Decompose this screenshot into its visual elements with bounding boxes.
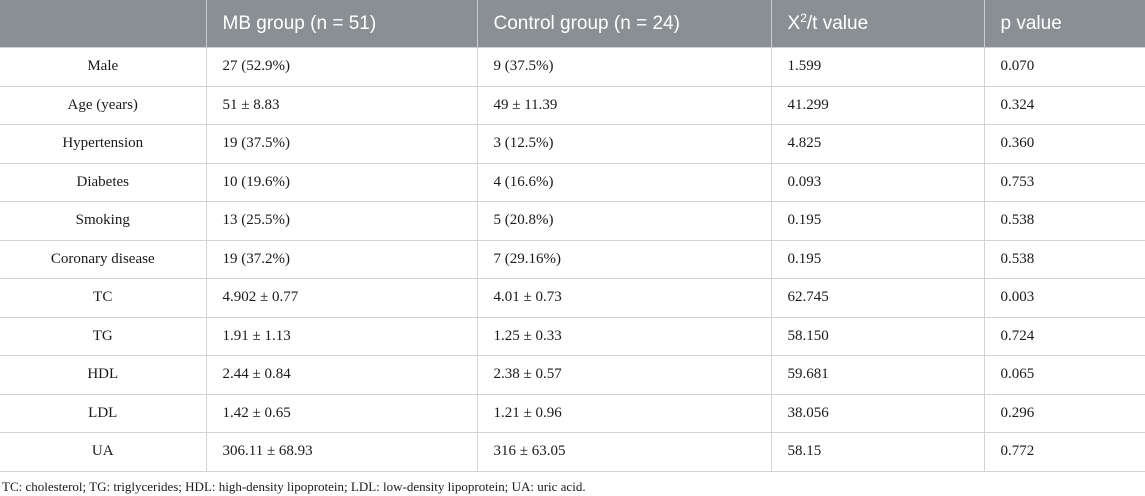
header-statistic-suffix: /t value (806, 12, 869, 34)
cell-p-value: 0.724 (984, 317, 1145, 356)
header-p-value: p value (984, 0, 1145, 48)
cell-statistic: 1.599 (771, 47, 985, 87)
cell-variable: HDL (0, 355, 207, 395)
table-container: MB group (n = 51) Control group (n = 24)… (0, 0, 1145, 472)
cell-variable: Coronary disease (0, 240, 207, 279)
cell-statistic: 4.825 (771, 124, 985, 164)
cell-mb-group: 10 (19.6%) (206, 163, 478, 202)
baseline-characteristics-table: MB group (n = 51) Control group (n = 24)… (0, 0, 1145, 472)
cell-control-group: 1.21 ± 0.96 (477, 394, 772, 433)
cell-control-group: 3 (12.5%) (477, 124, 772, 164)
cell-control-group: 1.25 ± 0.33 (477, 317, 772, 356)
cell-mb-group: 306.11 ± 68.93 (206, 432, 478, 472)
cell-mb-group: 13 (25.5%) (206, 201, 478, 241)
cell-variable: TC (0, 278, 207, 318)
cell-statistic: 41.299 (771, 86, 985, 125)
header-row: MB group (n = 51) Control group (n = 24)… (0, 0, 1145, 48)
cell-p-value: 0.538 (984, 240, 1145, 279)
table-footnote: TC: cholesterol; TG: triglycerides; HDL:… (2, 479, 586, 494)
table-row: TC 4.902 ± 0.77 4.01 ± 0.73 62.745 0.003 (0, 278, 1145, 318)
cell-p-value: 0.070 (984, 47, 1145, 87)
cell-control-group: 4 (16.6%) (477, 163, 772, 202)
cell-statistic: 58.15 (771, 432, 985, 472)
cell-statistic: 0.195 (771, 201, 985, 241)
cell-p-value: 0.753 (984, 163, 1145, 202)
table-row: Age (years) 51 ± 8.83 49 ± 11.39 41.299 0.32… (0, 86, 1145, 125)
cell-statistic: 0.093 (771, 163, 985, 202)
cell-mb-group: 1.91 ± 1.13 (206, 317, 478, 356)
cell-statistic: 38.056 (771, 394, 985, 433)
cell-control-group: 5 (20.8%) (477, 201, 772, 241)
cell-statistic: 59.681 (771, 355, 985, 395)
cell-variable: Male (0, 47, 207, 87)
table-row: Diabetes 10 (19.6%) 4 (16.6%) 0.093 0.753 (0, 163, 1145, 202)
cell-statistic: 0.195 (771, 240, 985, 279)
cell-control-group: 49 ± 11.39 (477, 86, 772, 125)
cell-p-value: 0.772 (984, 432, 1145, 472)
cell-p-value: 0.360 (984, 124, 1145, 164)
cell-p-value: 0.296 (984, 394, 1145, 433)
cell-p-value: 0.003 (984, 278, 1145, 318)
table-row: TG 1.91 ± 1.13 1.25 ± 0.33 58.150 0.724 (0, 317, 1145, 356)
cell-variable: Hypertension (0, 124, 207, 164)
table-row: Smoking 13 (25.5%) 5 (20.8%) 0.195 0.538 (0, 201, 1145, 241)
cell-mb-group: 4.902 ± 0.77 (206, 278, 478, 318)
cell-control-group: 4.01 ± 0.73 (477, 278, 772, 318)
cell-variable: Smoking (0, 201, 207, 241)
cell-control-group: 9 (37.5%) (477, 47, 772, 87)
table-row: HDL 2.44 ± 0.84 2.38 ± 0.57 59.681 0.065 (0, 355, 1145, 395)
cell-control-group: 316 ± 63.05 (477, 432, 772, 472)
table-header: MB group (n = 51) Control group (n = 24)… (0, 0, 1145, 48)
cell-variable: Diabetes (0, 163, 207, 202)
header-control-group: Control group (n = 24) (477, 0, 772, 48)
table-row: Male 27 (52.9%) 9 (37.5%) 1.599 0.070 (0, 47, 1145, 87)
cell-variable: UA (0, 432, 207, 472)
table-row: Coronary disease 19 (37.2%) 7 (29.16%) 0.19… (0, 240, 1145, 279)
cell-statistic: 58.150 (771, 317, 985, 356)
cell-p-value: 0.324 (984, 86, 1145, 125)
cell-mb-group: 2.44 ± 0.84 (206, 355, 478, 395)
header-variable (0, 0, 207, 48)
cell-statistic: 62.745 (771, 278, 985, 318)
cell-mb-group: 19 (37.5%) (206, 124, 478, 164)
header-mb-group: MB group (n = 51) (206, 0, 478, 48)
cell-mb-group: 51 ± 8.83 (206, 86, 478, 125)
header-statistic: X2/t value (771, 0, 985, 48)
header-statistic-superscript: 2 (800, 10, 807, 25)
table-row: UA 306.11 ± 68.93 316 ± 63.05 58.15 0.772 (0, 432, 1145, 472)
cell-mb-group: 27 (52.9%) (206, 47, 478, 87)
cell-mb-group: 1.42 ± 0.65 (206, 394, 478, 433)
table-row: Hypertension 19 (37.5%) 3 (12.5%) 4.825 0.36… (0, 124, 1145, 164)
cell-p-value: 0.065 (984, 355, 1145, 395)
cell-control-group: 2.38 ± 0.57 (477, 355, 772, 395)
cell-mb-group: 19 (37.2%) (206, 240, 478, 279)
cell-variable: TG (0, 317, 207, 356)
table-body: Male 27 (52.9%) 9 (37.5%) 1.599 0.070 Age (ye… (0, 47, 1145, 472)
table-row: LDL 1.42 ± 0.65 1.21 ± 0.96 38.056 0.296 (0, 394, 1145, 433)
cell-p-value: 0.538 (984, 201, 1145, 241)
cell-variable: Age (years) (0, 86, 207, 125)
cell-control-group: 7 (29.16%) (477, 240, 772, 279)
cell-variable: LDL (0, 394, 207, 433)
header-statistic-prefix: X (787, 12, 801, 34)
